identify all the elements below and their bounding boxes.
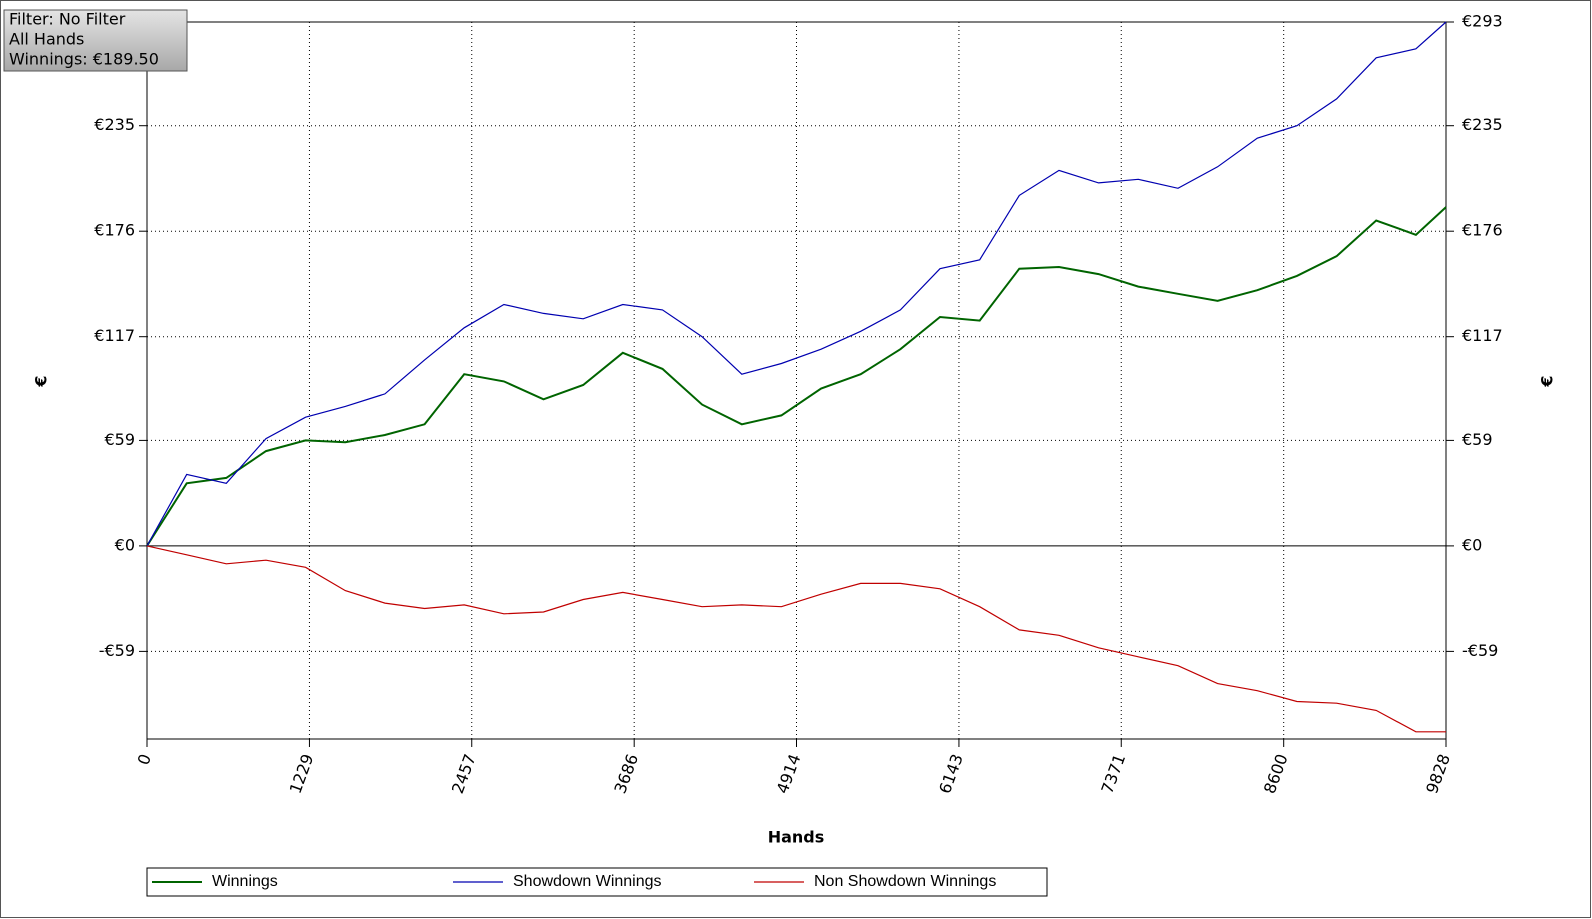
y2-tick-label: €117 [1462, 326, 1503, 345]
info-box [3, 9, 188, 72]
legend-label: Showdown Winnings [513, 873, 662, 890]
y2-tick-label: €59 [1462, 430, 1493, 449]
y-tick-label: €235 [94, 115, 135, 134]
series-line [146, 206, 1447, 547]
y2-tick-label: €235 [1462, 115, 1503, 134]
info-text: Winnings: €189.50 [9, 50, 159, 69]
legend-box [146, 867, 1048, 897]
y-axis-label: € [32, 375, 51, 387]
x-axis-label: Hands [768, 828, 825, 847]
y2-axis-label: € [1538, 375, 1557, 387]
y2-tick-label: €176 [1462, 221, 1503, 240]
y2-tick-label: €0 [1462, 535, 1482, 554]
y2-tick-label: €293 [1462, 12, 1503, 31]
info-text: All Hands [9, 30, 84, 49]
series-line [146, 545, 1446, 733]
series-line [146, 21, 1447, 547]
y2-tick-label: -€59 [1462, 641, 1498, 660]
plot-area [146, 21, 1447, 740]
y-tick-label: €0 [115, 535, 135, 554]
y-tick-label: €117 [94, 326, 135, 345]
y-tick-label: €59 [104, 430, 135, 449]
legend-label: Non Showdown Winnings [814, 873, 996, 890]
y-tick-label: -€59 [99, 641, 135, 660]
legend-label: Winnings [212, 873, 278, 890]
info-text: Filter: No Filter [9, 10, 126, 29]
y-tick-label: €176 [94, 221, 135, 240]
